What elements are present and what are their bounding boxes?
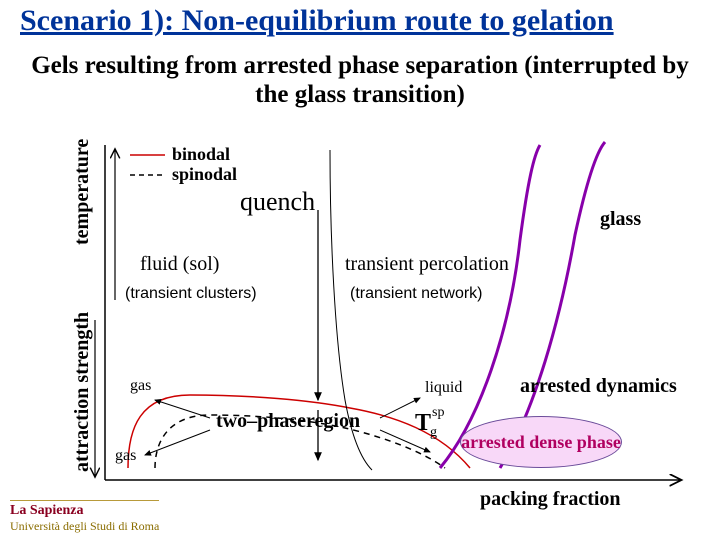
glass-label: glass bbox=[600, 208, 641, 230]
svg-text:g: g bbox=[430, 425, 437, 440]
liquid-label: liquid bbox=[425, 379, 462, 396]
quench-label: quench bbox=[240, 187, 315, 216]
y-label-bottom: attraction strength bbox=[71, 312, 93, 472]
phase-diagram: temperature attraction strength packing … bbox=[0, 0, 720, 540]
percolation-sub-label: (transient network) bbox=[350, 285, 483, 302]
arrested-dynamics-label: arrested dynamics bbox=[520, 375, 677, 397]
gas-lower-label: gas bbox=[115, 447, 136, 464]
two-phase-label: two–phaseregion bbox=[216, 410, 360, 432]
y-label-top: temperature bbox=[71, 139, 93, 245]
callout-arrested-phase: arrested dense phase bbox=[460, 416, 622, 468]
fluid-sub-label: (transient clusters) bbox=[125, 285, 257, 302]
tg-label: T g sp bbox=[415, 405, 444, 440]
percolation-label: transient percolation bbox=[345, 253, 509, 275]
legend-spinodal-label: spinodal bbox=[172, 164, 237, 184]
svg-text:sp: sp bbox=[432, 405, 444, 420]
institution-logo: La Sapienza Università degli Studi di Ro… bbox=[10, 500, 159, 534]
logo-tagline: Università degli Studi di Roma bbox=[10, 519, 159, 533]
svg-text:T: T bbox=[415, 410, 431, 436]
logo-name: La Sapienza bbox=[10, 503, 84, 518]
fluid-label: fluid (sol) bbox=[140, 253, 219, 275]
x-label: packing fraction bbox=[480, 488, 621, 510]
gas-upper-label: gas bbox=[130, 377, 151, 394]
legend-binodal-label: binodal bbox=[172, 144, 230, 164]
